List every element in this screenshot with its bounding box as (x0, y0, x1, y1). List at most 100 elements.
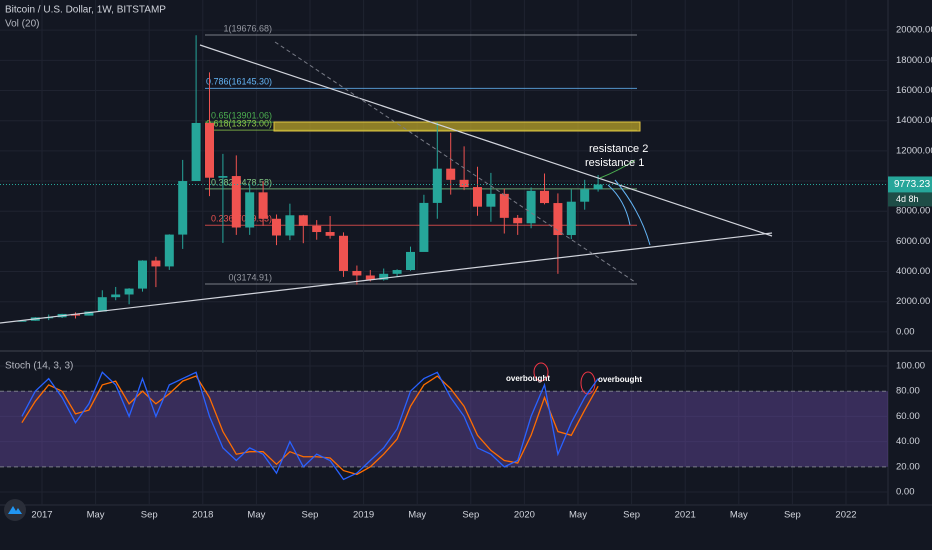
stoch-lines (21, 371, 599, 481)
stoch-title: Stoch (14, 3, 3) (5, 361, 73, 372)
stoch-line (21, 375, 599, 476)
candle-body (352, 270, 362, 276)
y-tick-label: 40.00 (896, 436, 920, 447)
candle-body (111, 294, 121, 298)
candle-body (526, 190, 536, 224)
candle-body (419, 202, 429, 252)
candle-body (325, 232, 335, 236)
fib-label: 0.236(7069.33) (211, 214, 272, 224)
candle-body (540, 190, 549, 204)
candle-body (191, 122, 201, 182)
candle-body (218, 176, 228, 178)
price-tag (888, 176, 932, 193)
candle-body (312, 225, 322, 233)
x-tick-label: Sep (784, 510, 801, 521)
candle-body (84, 311, 94, 316)
candle-body (553, 203, 563, 236)
y-tick-label: 18000.00 (896, 55, 932, 66)
candle-body (298, 215, 308, 226)
x-tick-label: 2019 (353, 510, 374, 521)
x-tick-label: Sep (462, 510, 479, 521)
fib-label: 0.65(13901.06) (211, 111, 272, 121)
candle-body (473, 187, 482, 207)
trend-line (0, 232, 773, 324)
candle-body (365, 275, 375, 280)
y-tick-label: 2000.00 (896, 296, 930, 307)
candle-body (566, 201, 576, 236)
x-tick-label: May (408, 510, 426, 521)
y-tick-label: 14000.00 (896, 115, 932, 126)
annotation: overbought (506, 374, 550, 383)
logo-mark (8, 506, 22, 514)
y-tick-label: 4000.00 (896, 266, 930, 277)
candle-body (379, 273, 389, 280)
candle-body (513, 217, 523, 224)
countdown-label: 4d 8h (896, 194, 919, 204)
x-tick-label: May (569, 510, 587, 521)
arrow (607, 184, 631, 226)
candle-body (580, 189, 590, 202)
annotation: overbought (598, 375, 642, 384)
fib-label: 0.618(13373.00) (206, 119, 272, 129)
candle-body (258, 192, 268, 219)
candle-body (486, 193, 496, 207)
y-tick-label: 100.00 (896, 361, 925, 372)
candle-body (593, 184, 603, 190)
y-tick-label: 60.00 (896, 411, 920, 422)
x-tick-label: Sep (623, 510, 640, 521)
y-tick-label: 6000.00 (896, 236, 930, 247)
y-tick-label: 0.00 (896, 326, 915, 337)
arrow (599, 159, 636, 179)
x-tick-label: 2022 (835, 510, 856, 521)
x-tick-label: 2017 (31, 510, 52, 521)
annotation: resistance 2 (589, 143, 648, 155)
countdown-tag (888, 192, 932, 207)
candle-body (164, 234, 174, 267)
fib-label: 0.786(16145.30) (206, 77, 272, 87)
y-tick-label: 20000.00 (896, 25, 932, 36)
candle-body (285, 215, 295, 236)
chart-title: Bitcoin / U.S. Dollar, 1W, BITSTAMP (5, 5, 166, 16)
x-tick-label: May (87, 510, 105, 521)
fib-label: 1(19676.68) (223, 23, 272, 33)
fib-label: 0(3174.91) (228, 272, 272, 282)
y-tick-label: 12000.00 (896, 145, 932, 156)
price-tag-label: 9773.23 (894, 179, 931, 190)
candle-body (459, 179, 469, 188)
highlight (533, 362, 549, 382)
stoch-line (21, 371, 599, 481)
stoch-band (0, 391, 888, 467)
trend-line (199, 44, 773, 237)
x-tick-label: 2021 (675, 510, 696, 521)
y-tick-label: 16000.00 (896, 85, 932, 96)
annotation: resistance 1 (585, 157, 644, 169)
candle-body (499, 193, 509, 218)
grid (0, 0, 888, 505)
candle-body (151, 260, 161, 267)
candle-body (17, 320, 27, 322)
resistance-zone (273, 121, 641, 132)
candle-body (97, 297, 107, 312)
x-tick-label: Sep (141, 510, 158, 521)
candle-body (406, 251, 415, 271)
y-tick-label: 80.00 (896, 386, 920, 397)
trend-line (274, 41, 636, 283)
candle-body (245, 192, 255, 228)
x-tick-label: May (247, 510, 265, 521)
candle-body (231, 176, 241, 228)
y-tick-label: 0.00 (896, 487, 915, 498)
y-tick-label: 20.00 (896, 461, 920, 472)
candle-body (432, 168, 442, 203)
x-tick-label: 2020 (514, 510, 535, 521)
candle-body (272, 218, 281, 236)
volume-label: Vol (20) (5, 19, 39, 30)
x-tick-label: Sep (302, 510, 319, 521)
candle-body (138, 260, 147, 289)
y-tick-label: 8000.00 (896, 206, 930, 217)
stoch-band (0, 390, 888, 468)
candles (17, 35, 603, 322)
candle-body (124, 288, 134, 295)
x-tick-label: 2018 (192, 510, 213, 521)
